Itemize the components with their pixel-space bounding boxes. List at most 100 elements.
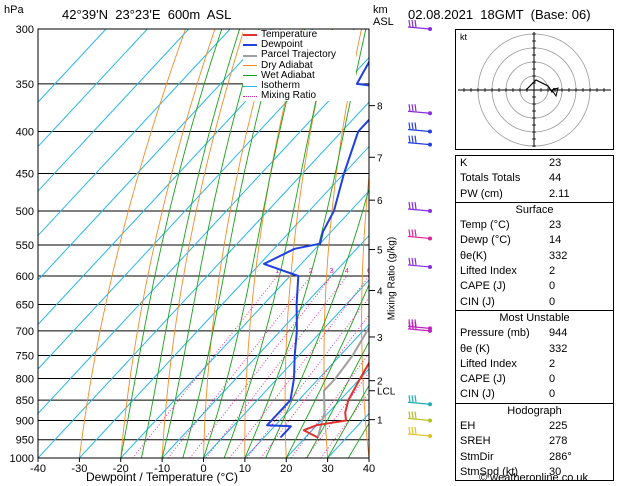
hodograph-label: StmDir xyxy=(460,450,494,463)
legend-swatch xyxy=(243,54,257,57)
most-unstable-row: CAPE (J) 0 xyxy=(456,372,613,387)
hodograph-kt-label: kt xyxy=(460,32,468,42)
wind-barb-flag xyxy=(411,104,414,112)
most-unstable-label: θe (K) xyxy=(460,342,490,355)
most-unstable-label: CAPE (J) xyxy=(460,373,506,386)
hodograph-panel: kt xyxy=(455,29,614,150)
mixing-ratio-tick-label: 20 xyxy=(437,266,445,275)
mixing-ratio-line xyxy=(229,275,369,458)
surface-row: CIN (J) 0 xyxy=(456,295,613,310)
wind-barb-flag xyxy=(414,257,417,266)
hodograph-section: Hodograph EH 225 SREH 278 StmDir 286° StmSpd (… xyxy=(456,402,613,480)
wind-barb-staff xyxy=(407,208,431,212)
legend-label: Dry Adiabat xyxy=(261,59,313,71)
storm-motion-marker xyxy=(551,87,559,98)
wet-adiabat-line xyxy=(244,29,367,458)
asl-unit-label: ASL xyxy=(373,16,394,28)
wind-barb-flag xyxy=(408,411,411,419)
wind-barb-flag xyxy=(414,201,417,210)
wind-barb-staff xyxy=(407,26,431,30)
wind-barb-flag xyxy=(414,229,417,237)
mixing-ratio-line xyxy=(167,275,312,458)
dry-adiabat-line xyxy=(244,29,304,458)
wind-barb-staff xyxy=(407,325,431,329)
mixing-ratio-axis-title: Mixing Ratio (g/kg) xyxy=(386,236,398,321)
legend-label: Isotherm xyxy=(261,80,300,92)
pressure-tick-label: 300 xyxy=(16,24,34,36)
most-unstable-value: 0 xyxy=(549,373,556,386)
wind-barb-flag xyxy=(414,122,417,130)
wind-barb-staff xyxy=(407,235,431,240)
pressure-tick-label: 750 xyxy=(16,350,34,362)
pressure-tick-label: 850 xyxy=(16,395,34,407)
wind-barb-staff xyxy=(407,264,431,268)
wet-adiabat-line xyxy=(140,29,241,458)
wind-barb-flag xyxy=(414,104,417,112)
wind-barb-flag xyxy=(414,411,417,419)
k-index-value: 23 xyxy=(549,157,562,169)
pw-row: PW (cm) 2.11 xyxy=(456,187,613,202)
wind-barb-staff xyxy=(407,417,431,422)
hodograph-row: EH 225 xyxy=(456,419,613,434)
legend-label: Mixing Ratio xyxy=(261,90,317,102)
wind-barb-flag xyxy=(414,426,417,435)
mixing-ratio-tick-label: 4 xyxy=(345,266,349,275)
wind-barb-flag xyxy=(411,257,414,266)
pressure-tick-label: 400 xyxy=(16,127,34,139)
most-unstable-value: 332 xyxy=(549,342,568,355)
most-unstable-label: Pressure (mb) xyxy=(460,327,530,340)
height-tick-label: 6 xyxy=(377,196,383,207)
wet-adiabat-line xyxy=(161,29,260,458)
wind-barb-flag xyxy=(411,411,414,419)
legend-swatch xyxy=(243,95,257,97)
mixing-ratio-tick-label: 3 xyxy=(330,266,334,275)
wind-barb-flag xyxy=(408,104,411,112)
legend-item: Isotherm xyxy=(243,80,356,92)
pressure-tick-label: 650 xyxy=(16,300,34,312)
surface-row: CAPE (J) 0 xyxy=(456,279,613,294)
wind-barb-flag xyxy=(408,122,411,130)
wind-barb-flag xyxy=(414,395,417,403)
wind-barb-flag xyxy=(411,321,414,329)
wind-barb-flag xyxy=(408,395,411,403)
dry-adiabat-line xyxy=(78,29,186,458)
pw-label: PW (cm) xyxy=(460,187,503,200)
copyright-footer[interactable]: © weatheronline.co.uk xyxy=(479,472,589,484)
dry-adiabat-line xyxy=(398,29,420,458)
dry-adiabat-line xyxy=(361,172,369,458)
most-unstable-row: CIN (J) 0 xyxy=(456,387,613,402)
isotherm-line xyxy=(38,29,107,103)
most-unstable-label: Lifted Index xyxy=(460,357,517,370)
pressure-tick-label: 550 xyxy=(16,240,34,252)
surface-label: Temp (°C) xyxy=(460,219,510,232)
wind-barb-flag xyxy=(408,426,411,435)
legend-swatch xyxy=(243,44,257,47)
wind-barb-flag xyxy=(411,395,414,403)
legend-item: Temperature xyxy=(243,29,356,40)
surface-value: 332 xyxy=(549,249,568,262)
legend-item: Mixing Ratio xyxy=(243,91,356,101)
surface-title: Surface xyxy=(515,203,554,216)
isotherm-line xyxy=(38,29,190,192)
isotherm-line xyxy=(203,279,369,458)
hpa-unit-label: hPa xyxy=(4,4,24,16)
legend-label: Wet Adiabat xyxy=(261,69,315,81)
most-unstable-row: Pressure (mb) 944 xyxy=(456,326,613,341)
surface-label: θe(K) xyxy=(460,249,487,262)
most-unstable-label: CIN (J) xyxy=(460,388,495,401)
most-unstable-row: θe (K) 332 xyxy=(456,342,613,357)
legend-item: Dry Adiabat xyxy=(243,59,356,71)
wind-barb-dot xyxy=(428,209,432,214)
surface-label: CAPE (J) xyxy=(460,280,506,293)
wind-barb-dot xyxy=(428,264,432,269)
wet-adiabat-line xyxy=(285,283,369,458)
most-unstable-value: 2 xyxy=(549,357,556,370)
height-tick-label: LCL xyxy=(377,387,396,398)
pressure-tick-label: 1000 xyxy=(10,453,34,465)
temp-tick-label: 20 xyxy=(280,463,292,475)
wind-barb-flag xyxy=(414,19,417,28)
temp-tick-label: -20 xyxy=(113,463,129,475)
most-unstable-value: 944 xyxy=(549,327,568,340)
mixing-ratio-line xyxy=(260,314,369,458)
